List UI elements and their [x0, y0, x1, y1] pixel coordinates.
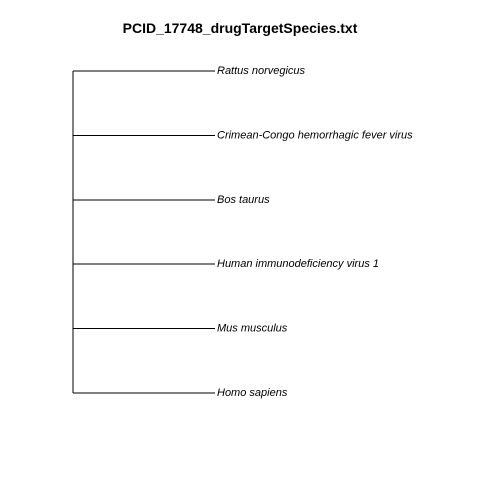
tip-label: Homo sapiens — [217, 387, 288, 399]
diagram-title: PCID_17748_drugTargetSpecies.txt — [122, 20, 358, 36]
tip-label: Mus musculus — [217, 323, 288, 335]
tip-label: Crimean-Congo hemorrhagic fever virus — [217, 129, 413, 141]
tip-label: Rattus norvegicus — [217, 65, 306, 77]
tip-label: Human immunodeficiency virus 1 — [217, 258, 379, 270]
tip-label: Bos taurus — [217, 194, 270, 206]
